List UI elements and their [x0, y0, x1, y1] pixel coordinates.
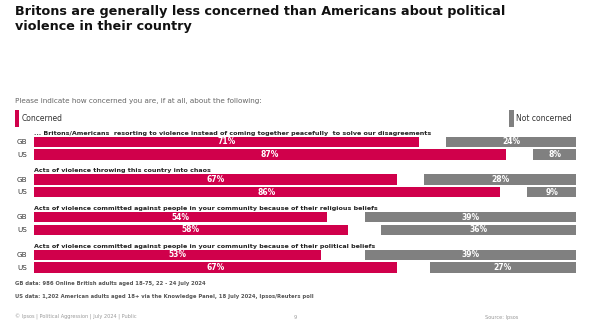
Text: Britons are generally less concerned than Americans about political
violence in : Britons are generally less concerned tha…	[15, 5, 505, 34]
Bar	[430, 262, 576, 273]
Bar	[322, 250, 365, 260]
Bar	[34, 225, 348, 235]
Bar	[424, 174, 576, 185]
Text: US data: 1,202 American adults aged 18+ via the Knowledge Panel, 18 July 2024, I: US data: 1,202 American adults aged 18+ …	[15, 294, 313, 299]
Bar	[34, 187, 500, 197]
Bar	[527, 187, 576, 197]
Text: 53%: 53%	[168, 250, 186, 259]
Text: Concerned: Concerned	[22, 114, 63, 123]
Text: GB: GB	[17, 252, 27, 258]
Text: Acts of violence throwing this country into chaos: Acts of violence throwing this country i…	[34, 168, 210, 173]
Text: 67%: 67%	[206, 263, 225, 272]
Text: ipsos: ipsos	[541, 312, 567, 321]
Text: 39%: 39%	[462, 213, 479, 222]
Bar	[381, 225, 576, 235]
Text: Acts of violence committed against people in your community because of their pol: Acts of violence committed against peopl…	[34, 244, 375, 249]
Text: US: US	[17, 189, 27, 195]
Bar	[348, 225, 381, 235]
Text: 54%: 54%	[171, 213, 189, 222]
Text: 9: 9	[294, 315, 297, 320]
Text: US: US	[17, 152, 27, 158]
Text: Not concerned: Not concerned	[516, 114, 571, 123]
Bar	[506, 150, 533, 160]
Bar	[34, 150, 506, 160]
Bar	[327, 212, 365, 222]
Text: Source: Ipsos: Source: Ipsos	[485, 315, 518, 320]
Text: GB: GB	[17, 139, 27, 145]
Bar	[397, 262, 430, 273]
Text: Please indicate how concerned you are, if at all, about the following:: Please indicate how concerned you are, i…	[15, 98, 262, 104]
Text: 27%: 27%	[494, 263, 512, 272]
Text: © Ipsos | Political Aggression | July 2024 | Public: © Ipsos | Political Aggression | July 20…	[15, 314, 137, 320]
Text: Acts of violence committed against people in your community because of their rel: Acts of violence committed against peopl…	[34, 206, 378, 211]
Bar	[34, 137, 419, 147]
Text: 28%: 28%	[491, 175, 509, 184]
Bar	[500, 187, 527, 197]
Bar	[365, 212, 576, 222]
Text: 9%: 9%	[545, 188, 558, 197]
Bar	[397, 174, 424, 185]
Text: GB: GB	[17, 176, 27, 182]
Bar	[419, 137, 446, 147]
Text: US: US	[17, 265, 27, 271]
Bar	[34, 212, 327, 222]
Bar	[34, 262, 397, 273]
Text: 87%: 87%	[261, 150, 279, 159]
Text: 36%: 36%	[469, 225, 488, 234]
Bar	[533, 150, 576, 160]
Text: GB data: 986 Online British adults aged 18-75, 22 - 24 July 2024: GB data: 986 Online British adults aged …	[15, 281, 206, 286]
Text: ... Britons/Americans  resorting to violence instead of coming together peaceful: ... Britons/Americans resorting to viole…	[34, 131, 431, 136]
Bar	[34, 250, 322, 260]
Text: 39%: 39%	[462, 250, 479, 259]
Text: GB: GB	[17, 214, 27, 220]
Text: 86%: 86%	[258, 188, 276, 197]
Bar	[446, 137, 576, 147]
Text: 24%: 24%	[502, 138, 520, 147]
Text: 58%: 58%	[182, 225, 200, 234]
Text: 67%: 67%	[206, 175, 225, 184]
Text: 71%: 71%	[217, 138, 235, 147]
Bar	[34, 174, 397, 185]
Bar	[365, 250, 576, 260]
Text: 8%: 8%	[548, 150, 561, 159]
Text: US: US	[17, 227, 27, 233]
